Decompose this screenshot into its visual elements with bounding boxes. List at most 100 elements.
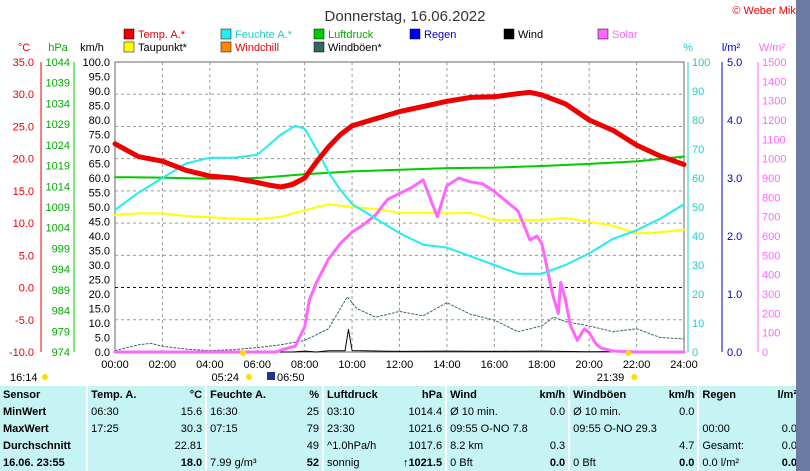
tick-label-press: 1029	[46, 119, 70, 131]
tick-label-press: 974	[52, 347, 70, 359]
tick-label-hum: 80	[692, 115, 704, 127]
tick-label-rain: 4.0	[727, 115, 742, 127]
x-tick-label: 00:00	[101, 359, 129, 371]
tick-label-hum: 40	[692, 231, 704, 243]
table-cell: 0.0	[679, 456, 695, 469]
table-cell: Ø 10 min.	[568, 403, 655, 420]
tick-label-press: 1024	[46, 140, 70, 152]
tick-label-solar: 200	[762, 308, 780, 320]
tick-label-wind: 80.0	[89, 115, 110, 127]
tick-label-hum: 90	[692, 86, 704, 98]
tick-label-press: 1039	[46, 78, 70, 90]
legend-label: Windchill	[235, 42, 279, 54]
tick-label-solar: 0	[762, 347, 768, 359]
x-tick-label: 14:00	[433, 359, 461, 371]
tick-label-rain: 0.0	[727, 347, 742, 359]
tick-label-wind: 15.0	[89, 304, 110, 316]
tick-label-press: 999	[52, 243, 70, 255]
table-cell: 22.81	[174, 439, 203, 452]
tick-label-hum: 60	[692, 173, 704, 185]
legend-label: Regen	[424, 29, 456, 41]
table-row-current: 16.06. 23:55 18.0 7.99 g/m³ 52 sonnig ↑1…	[0, 454, 800, 471]
x-tick-label: 10:00	[338, 359, 366, 371]
table-cell: 0.0	[549, 405, 566, 418]
table-cell: 30.3	[180, 422, 203, 435]
tick-label-temp: 20.0	[13, 154, 34, 166]
table-header-cell: hPa	[421, 388, 443, 401]
table-cell: ↑1021.5	[402, 456, 443, 469]
tick-label-wind: 10.0	[89, 318, 110, 330]
x-tick-label: 22:00	[623, 359, 651, 371]
tick-label-temp: 0.0	[19, 283, 34, 295]
tick-label-wind: 60.0	[89, 173, 110, 185]
x-tick-label: 20:00	[575, 359, 603, 371]
tick-label-hum: 70	[692, 144, 704, 156]
moon-icon	[267, 372, 276, 380]
chart-title: Donnerstag, 16.06.2022	[325, 8, 486, 25]
table-row: MaxWert 17:25 30.3 07:15 79 23:30 1021.6…	[0, 420, 800, 437]
tick-label-press: 994	[52, 264, 70, 276]
series-line-solar	[113, 176, 686, 354]
tick-label-wind: 90.0	[89, 86, 110, 98]
tick-label-wind: 45.0	[89, 217, 110, 229]
tick-label-wind: 85.0	[89, 101, 110, 113]
tick-label-solar: 1100	[762, 134, 786, 146]
tick-label-rain: 2.0	[727, 231, 742, 243]
table-cell: 1017.6	[408, 439, 443, 452]
tick-label-hum: 50	[692, 202, 704, 214]
tick-label-wind: 70.0	[89, 144, 110, 156]
statistics-table: Sensor Temp. A. °C Feuchte A. % Luftdruc…	[0, 386, 800, 471]
table-cell: 16:30	[205, 403, 286, 420]
unit-rain: l/m²	[722, 42, 741, 54]
tick-label-solar: 1500	[762, 57, 786, 69]
legend-swatch	[123, 41, 135, 53]
table-cell: Durchschnitt	[3, 439, 71, 452]
table-cell: 0.3	[549, 439, 566, 452]
table-cell: 00:00	[697, 420, 763, 437]
table-cell: 0.0 l/m²	[697, 454, 763, 471]
table-cell	[568, 437, 655, 454]
table-cell: 8.2 km	[445, 437, 526, 454]
weather-chart: Donnerstag, 16.06.2022 © Weber Mike Temp…	[9, 5, 802, 384]
table-cell: 03:10	[322, 403, 396, 420]
table-cell: 1021.6	[408, 422, 443, 435]
tick-label-wind: 95.0	[89, 72, 110, 84]
table-cell	[763, 403, 800, 420]
sun-markers: 05:24 06:50 21:39 16:14	[10, 350, 638, 384]
tick-label-wind: 65.0	[89, 159, 110, 171]
grid	[114, 61, 685, 353]
x-tick-label: 08:00	[291, 359, 319, 371]
daylight-icon	[42, 374, 48, 380]
tick-label-temp: 15.0	[13, 186, 34, 198]
table-cell: 0.0	[781, 456, 797, 469]
legend-label: Windböen*	[328, 42, 383, 54]
tick-label-solar: 600	[762, 231, 780, 243]
tick-label-hum: 100	[692, 57, 710, 69]
table-header-cell: Windböen	[568, 386, 655, 403]
daylight-label: 16:14	[10, 372, 38, 384]
table-cell: 09:55 O-NO 29.3	[568, 420, 699, 437]
tick-label-press: 979	[52, 326, 70, 338]
series-line-wind	[114, 328, 685, 353]
legend-label: Temp. A.*	[138, 29, 186, 41]
table-header-cell: Regen	[697, 386, 763, 403]
table-cell: 18.0	[180, 456, 203, 469]
unit-temp: °C	[18, 42, 30, 54]
tick-label-solar: 300	[762, 289, 780, 301]
tick-label-wind: 35.0	[89, 246, 110, 258]
table-cell	[205, 437, 286, 454]
tick-label-wind: 40.0	[89, 231, 110, 243]
table-cell: 1014.4	[408, 405, 443, 418]
tick-label-wind: 30.0	[89, 260, 110, 272]
tick-label-solar: 700	[762, 212, 780, 224]
tick-label-rain: 3.0	[727, 173, 742, 185]
unit-solar: W/m²	[759, 42, 786, 54]
table-header-cell: Feuchte A.	[205, 386, 286, 403]
table-cell: 7.99 g/m³	[205, 454, 286, 471]
table-header-cell: Temp. A.	[86, 386, 152, 403]
tick-label-press: 1014	[46, 181, 70, 193]
tick-label-wind: 50.0	[89, 202, 110, 214]
table-cell: 09:55 O-NO 7.8	[445, 420, 570, 437]
x-tick-label: 16:00	[481, 359, 509, 371]
table-cell: 4.7	[679, 439, 695, 452]
